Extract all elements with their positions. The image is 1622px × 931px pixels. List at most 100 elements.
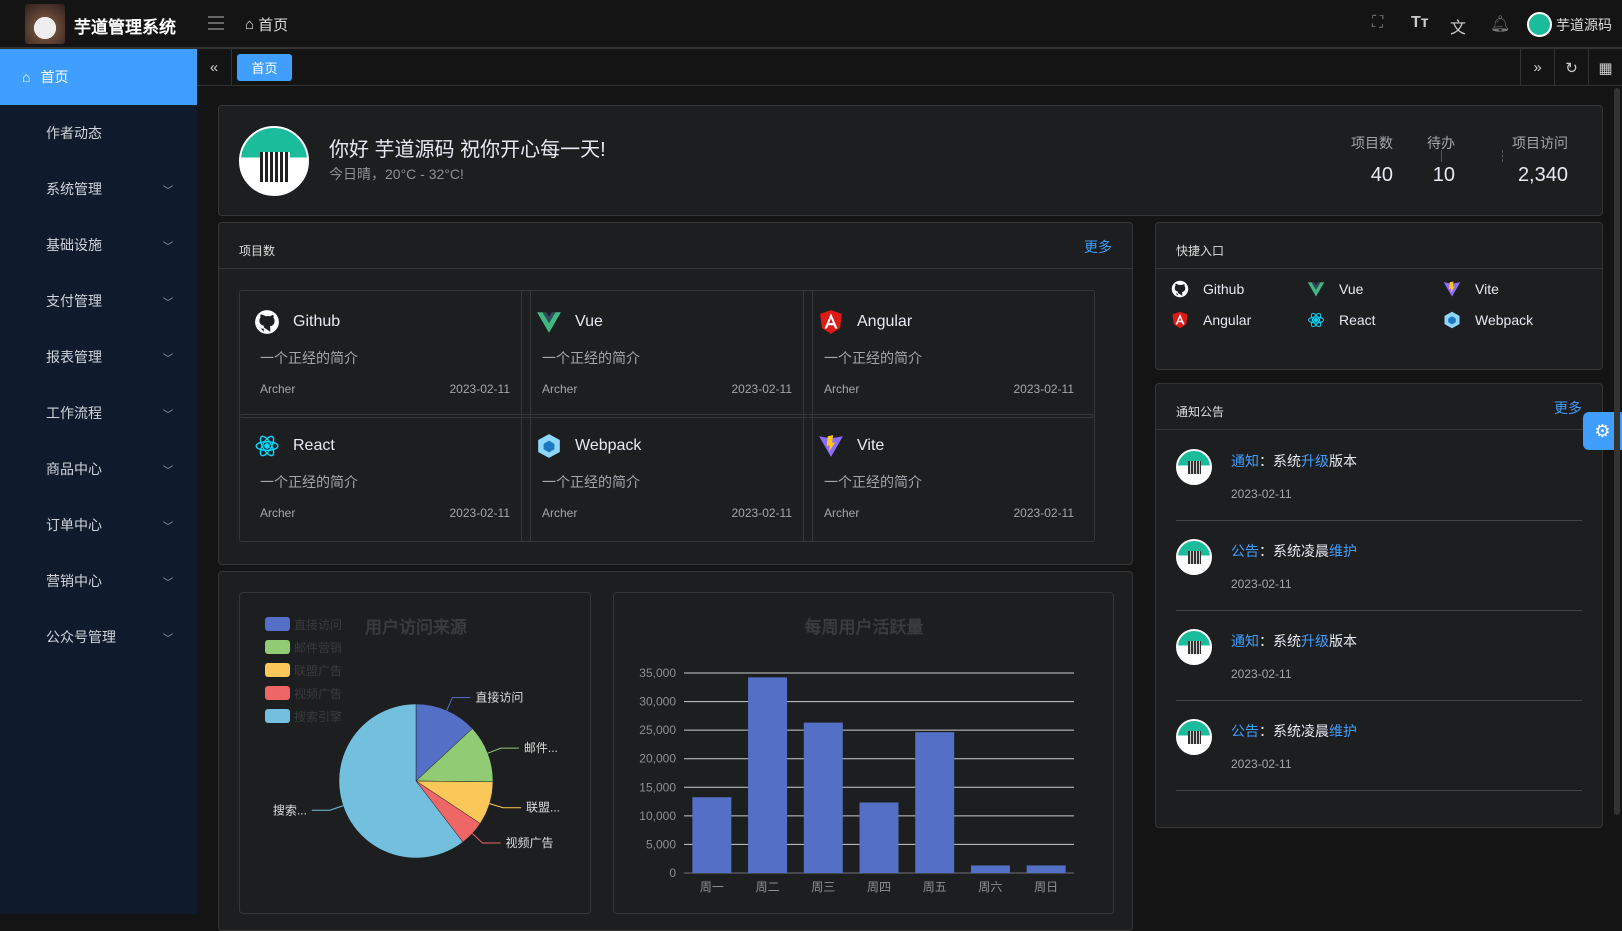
project-item[interactable]: Vite 一个正经的简介 Archer 2023-02-11: [803, 414, 1095, 542]
translate-icon[interactable]: 文: [1450, 20, 1467, 37]
notice-item[interactable]: 公告：系统凌晨维护 2023-02-11: [1176, 701, 1582, 791]
stat-value: 10: [1432, 164, 1455, 186]
sidebar-item[interactable]: 基础设施 ﹀: [0, 217, 197, 273]
shortcut-item[interactable]: Vite: [1443, 280, 1499, 298]
sidebar-item-label: 公众号管理: [46, 629, 116, 645]
sidebar-item[interactable]: ⌂ 首页: [0, 49, 197, 105]
github-icon: [254, 309, 280, 335]
home-icon: ⌂: [245, 16, 255, 33]
legend-label[interactable]: 联盟广告: [294, 664, 342, 678]
bell-icon[interactable]: 🔔︎: [1490, 16, 1511, 33]
fullscreen-icon[interactable]: ⛶: [1372, 14, 1384, 31]
notice-type[interactable]: 通知: [1231, 633, 1259, 649]
sidebar-item[interactable]: 工作流程 ﹀: [0, 385, 197, 441]
legend-swatch[interactable]: [265, 640, 290, 654]
user-name[interactable]: 芋道源码: [1556, 17, 1612, 33]
shortcut-item[interactable]: Angular: [1171, 311, 1251, 329]
notices-more-link[interactable]: 更多: [1554, 400, 1582, 416]
sidebar-item[interactable]: 支付管理 ﹀: [0, 273, 197, 329]
notice-item[interactable]: 通知：系统升级版本 2023-02-11: [1176, 611, 1582, 701]
notice-item[interactable]: 公告：系统凌晨维护 2023-02-11: [1176, 521, 1582, 611]
bar[interactable]: [1026, 865, 1066, 873]
welcome-card: 你好 芋道源码 祝你开心每一天! 今日晴，20°C - 32°C! 项目数 40…: [218, 105, 1603, 216]
x-tick-label: 周三: [811, 880, 835, 894]
breadcrumb-home[interactable]: 首页: [258, 17, 289, 34]
breadcrumb[interactable]: ⌂ 首页: [245, 14, 288, 35]
shortcuts-card: 快捷入口 Github Vue Vite Angular React Webpack: [1155, 222, 1603, 370]
project-item[interactable]: Github 一个正经的简介 Archer 2023-02-11: [239, 290, 531, 418]
project-name: Webpack: [575, 437, 642, 454]
webpack-icon: [1443, 311, 1461, 329]
project-date: 2023-02-11: [1013, 382, 1075, 396]
pie-chart-panel: 用户访问来源 直接访问 邮件营销 联盟广告 视频广告 搜索引擎 直接访问 邮件... 联盟...…: [239, 592, 591, 914]
project-item[interactable]: Webpack 一个正经的简介 Archer 2023-02-11: [521, 414, 813, 542]
x-tick-label: 周六: [978, 880, 1002, 894]
legend-label[interactable]: 视频广告: [294, 686, 342, 701]
shortcut-item[interactable]: React: [1307, 311, 1376, 329]
scroll-right-icon[interactable]: »: [1520, 49, 1554, 86]
react-icon: [1307, 311, 1325, 329]
project-date: 2023-02-11: [731, 506, 793, 520]
sidebar-item[interactable]: 商品中心 ﹀: [0, 441, 197, 497]
angular-icon: [818, 309, 844, 335]
project-item[interactable]: React 一个正经的简介 Archer 2023-02-11: [239, 414, 531, 542]
shortcut-label: Vue: [1339, 281, 1364, 297]
scrollbar[interactable]: [1614, 88, 1620, 815]
sidebar-item[interactable]: 营销中心 ﹀: [0, 553, 197, 609]
webpack-icon: [536, 433, 562, 459]
tabs-bar: « 首页 » ↻ ▦: [197, 49, 1622, 86]
project-item[interactable]: Vue 一个正经的简介 Archer 2023-02-11: [521, 290, 813, 418]
chevron-down-icon: ﹀: [163, 577, 173, 589]
project-desc: 一个正经的简介: [824, 474, 922, 490]
bar[interactable]: [692, 797, 732, 873]
sidebar-item[interactable]: 订单中心 ﹀: [0, 497, 197, 553]
sidebar-item[interactable]: 系统管理 ﹀: [0, 161, 197, 217]
legend-swatch[interactable]: [265, 617, 290, 631]
sidebar-item[interactable]: 作者动态: [0, 105, 197, 161]
bar[interactable]: [748, 677, 788, 873]
shortcut-item[interactable]: Github: [1171, 280, 1244, 298]
shortcut-label: Github: [1203, 281, 1245, 297]
pie-label: 联盟...: [526, 801, 560, 815]
pie-label-line: [446, 697, 471, 711]
tab-home[interactable]: 首页: [237, 54, 292, 81]
legend-label[interactable]: 直接访问: [294, 617, 342, 632]
notice-item[interactable]: 通知：系统升级版本 2023-02-11: [1176, 431, 1582, 521]
refresh-icon[interactable]: ↻: [1554, 49, 1588, 86]
bar[interactable]: [803, 722, 843, 873]
bar[interactable]: [970, 865, 1010, 873]
project-desc: 一个正经的简介: [260, 474, 358, 490]
pie-slice[interactable]: [415, 703, 473, 782]
legend-swatch[interactable]: [265, 686, 290, 700]
bar[interactable]: [859, 802, 899, 873]
sidebar-item[interactable]: 公众号管理 ﹀: [0, 609, 197, 665]
shortcut-item[interactable]: Webpack: [1443, 311, 1533, 329]
shortcut-item[interactable]: Vue: [1307, 280, 1363, 298]
logo[interactable]: [25, 4, 65, 44]
user-avatar[interactable]: [1527, 12, 1552, 37]
vite-icon: [1443, 280, 1461, 298]
notice-type[interactable]: 公告: [1231, 723, 1259, 739]
grid-menu-icon[interactable]: ▦: [1588, 49, 1622, 86]
project-date: 2023-02-11: [449, 506, 511, 520]
notice-type[interactable]: 通知: [1231, 453, 1259, 469]
sidebar-item[interactable]: 报表管理 ﹀: [0, 329, 197, 385]
project-date: 2023-02-11: [1013, 506, 1075, 520]
collapse-menu-icon[interactable]: [208, 16, 224, 30]
welcome-avatar: [239, 126, 309, 196]
legend-swatch[interactable]: [265, 663, 290, 677]
legend-label[interactable]: 搜索引擎: [294, 709, 342, 724]
scroll-left-icon[interactable]: «: [209, 59, 219, 76]
sidebar-item-label: 首页: [40, 69, 69, 85]
pie-slice[interactable]: [415, 728, 494, 783]
project-name: Vite: [857, 437, 885, 454]
project-item[interactable]: Angular 一个正经的简介 Archer 2023-02-11: [803, 290, 1095, 418]
bar[interactable]: [915, 732, 955, 873]
notice-type[interactable]: 公告: [1231, 543, 1259, 559]
chevron-down-icon: ﹀: [163, 241, 173, 253]
font-size-icon[interactable]: Tт: [1411, 14, 1429, 31]
vite-icon: [818, 433, 844, 459]
legend-swatch[interactable]: [265, 709, 290, 723]
projects-more-link[interactable]: 更多: [1084, 239, 1112, 255]
legend-label[interactable]: 邮件营销: [294, 641, 342, 655]
